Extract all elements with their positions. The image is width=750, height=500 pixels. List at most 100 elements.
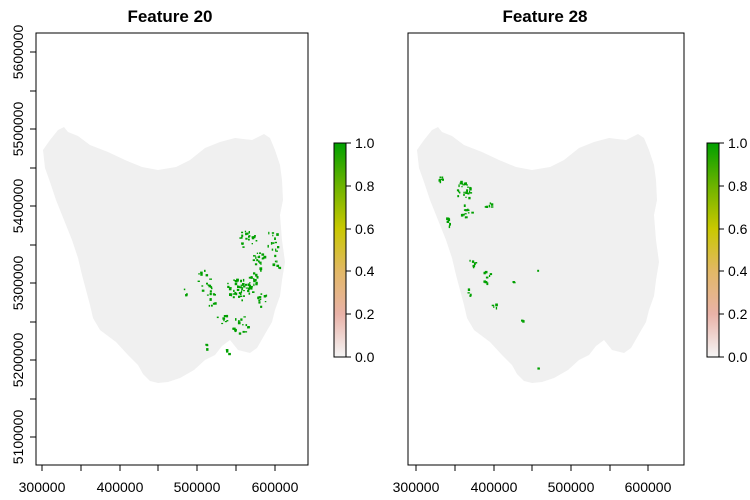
presence-cell xyxy=(210,286,213,288)
presence-cell xyxy=(197,280,200,282)
presence-cell xyxy=(238,295,241,298)
presence-cell xyxy=(210,287,213,290)
presence-cell xyxy=(221,322,224,325)
map-title: Feature 20 xyxy=(127,7,212,26)
presence-cell xyxy=(228,352,231,356)
map-panel-feature-28: Feature 28 300000 400000 500000 600000 xyxy=(393,7,748,495)
presence-cell xyxy=(246,232,249,235)
x-tick-label: 500000 xyxy=(174,479,221,495)
presence-cell xyxy=(253,278,255,281)
presence-cells xyxy=(183,230,282,356)
presence-cell xyxy=(256,252,259,254)
presence-cell xyxy=(272,234,274,237)
legend-gradient-bar xyxy=(707,143,719,357)
presence-cell xyxy=(475,262,478,264)
presence-cell xyxy=(258,299,261,302)
presence-cell xyxy=(255,240,258,242)
presence-cell xyxy=(458,184,460,188)
presence-cell xyxy=(483,271,486,275)
presence-cell xyxy=(488,204,491,208)
presence-cell xyxy=(214,302,217,305)
presence-cell xyxy=(465,209,468,212)
presence-cell xyxy=(439,176,442,179)
presence-cell xyxy=(473,262,476,266)
presence-cell xyxy=(243,295,245,297)
presence-cell xyxy=(236,278,239,281)
presence-cell xyxy=(251,243,253,245)
presence-cell xyxy=(226,320,229,322)
presence-cell xyxy=(234,328,237,332)
presence-cell xyxy=(224,321,227,323)
presence-cell xyxy=(209,298,212,301)
legend-tick-label: 0.6 xyxy=(728,221,748,237)
presence-cell xyxy=(272,263,276,267)
presence-cell xyxy=(257,296,260,300)
y-ticks xyxy=(30,51,36,438)
presence-cell xyxy=(469,259,471,262)
presence-cell xyxy=(484,281,488,284)
presence-cell xyxy=(232,327,235,330)
presence-cell xyxy=(465,196,467,198)
presence-cell xyxy=(245,232,247,236)
presence-cell xyxy=(271,248,274,251)
map-title: Feature 28 xyxy=(502,7,587,26)
presence-cell xyxy=(460,180,463,184)
presence-cell xyxy=(249,282,251,284)
presence-cell xyxy=(235,318,237,321)
presence-cell xyxy=(259,298,262,300)
presence-cell xyxy=(256,276,259,279)
presence-cell xyxy=(198,273,200,275)
presence-cell xyxy=(248,238,250,241)
presence-cell xyxy=(253,283,255,287)
presence-cell xyxy=(201,285,204,287)
presence-cell xyxy=(241,289,243,291)
presence-cell xyxy=(258,301,261,304)
presence-cells xyxy=(438,176,540,370)
presence-cell xyxy=(260,305,263,308)
presence-cell xyxy=(248,276,251,279)
x-tick-label: 500000 xyxy=(548,479,595,495)
presence-cell xyxy=(248,231,250,234)
presence-cell xyxy=(250,277,253,279)
presence-cell xyxy=(467,186,469,188)
presence-cell xyxy=(469,187,472,190)
presence-cell xyxy=(201,289,205,292)
presence-cell xyxy=(469,190,471,193)
presence-cell xyxy=(236,288,240,291)
presence-cell xyxy=(274,241,277,244)
presence-cell xyxy=(469,294,472,297)
presence-cell xyxy=(483,280,486,283)
x-ticks xyxy=(41,465,276,471)
presence-cell xyxy=(462,184,465,186)
presence-cell xyxy=(185,294,188,297)
presence-cell xyxy=(223,315,227,318)
presence-cell xyxy=(243,316,246,318)
presence-cell xyxy=(238,332,242,335)
land-area xyxy=(43,127,285,383)
presence-cell xyxy=(270,242,273,245)
presence-cell xyxy=(241,231,244,234)
x-tick-label: 600000 xyxy=(252,479,299,495)
presence-cell xyxy=(279,266,282,270)
legend-tick-label: 0.2 xyxy=(355,306,375,322)
y-tick-label: 5500000 xyxy=(10,102,26,157)
presence-cell xyxy=(213,293,216,296)
x-tick-label: 600000 xyxy=(625,479,672,495)
presence-cell xyxy=(244,331,248,333)
presence-cell xyxy=(216,316,219,319)
presence-cell xyxy=(537,269,540,272)
presence-cell xyxy=(243,285,246,288)
presence-cell xyxy=(240,318,243,321)
presence-cell xyxy=(252,259,256,262)
presence-cell xyxy=(208,284,212,288)
presence-cell xyxy=(471,211,474,214)
presence-cell xyxy=(258,296,262,299)
presence-cell xyxy=(460,213,464,217)
presence-cell xyxy=(247,289,250,293)
presence-cell xyxy=(209,278,212,280)
presence-cell xyxy=(238,320,240,322)
presence-cell xyxy=(489,273,493,276)
presence-cell xyxy=(249,235,251,237)
presence-cell xyxy=(241,243,244,245)
presence-cell xyxy=(485,276,489,279)
